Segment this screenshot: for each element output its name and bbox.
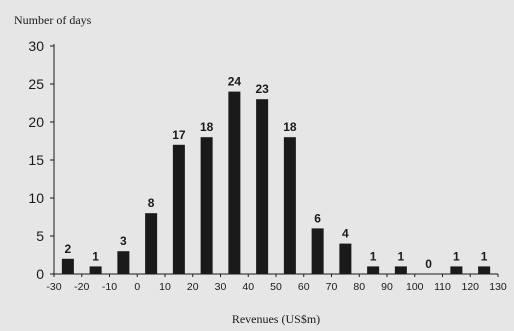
bar xyxy=(89,266,102,274)
x-tick-label: 130 xyxy=(489,281,507,293)
bar xyxy=(145,213,158,274)
y-tick-label: 30 xyxy=(28,38,44,54)
x-tick-labels: -30 -20 -10 0 10 20 30 40 50 60 70 80 90 100 110 120 130 xyxy=(46,274,507,293)
y-tick-labels: 0 5 10 15 20 25 30 xyxy=(28,38,54,282)
bar xyxy=(367,266,380,274)
x-tick-label: 80 xyxy=(353,281,365,293)
y-tick-label: 20 xyxy=(28,114,44,130)
x-tick-label: 0 xyxy=(134,281,140,293)
x-tick-label: 30 xyxy=(215,281,227,293)
bar xyxy=(228,91,241,274)
x-tick-label: -20 xyxy=(74,281,89,293)
y-tick-label: 5 xyxy=(36,228,44,244)
bar-value-label: 0 xyxy=(425,257,432,271)
bar-value-label: 1 xyxy=(370,249,377,263)
bar xyxy=(394,266,407,274)
bar xyxy=(283,137,296,274)
bar-value-label: 18 xyxy=(283,120,297,134)
bars xyxy=(61,91,491,274)
bar-value-label: 6 xyxy=(314,211,321,225)
x-tick-label: 10 xyxy=(159,281,171,293)
x-tick-label: 70 xyxy=(326,281,338,293)
x-tick-label: -10 xyxy=(102,281,117,293)
data-labels: 2 1 3 8 17 18 24 23 18 6 4 1 1 0 1 1 xyxy=(65,75,488,271)
x-tick-label: 120 xyxy=(461,281,479,293)
bar xyxy=(256,99,269,274)
x-axis-label: Revenues (US$m) xyxy=(232,312,320,326)
x-tick-label: 40 xyxy=(242,281,254,293)
y-tick-label: 25 xyxy=(28,76,44,92)
x-tick-label: 50 xyxy=(270,281,282,293)
y-tick-label: 0 xyxy=(36,266,44,282)
bar xyxy=(117,251,130,274)
bar-value-label: 18 xyxy=(200,120,214,134)
bar xyxy=(311,228,324,274)
y-tick-label: 10 xyxy=(28,190,44,206)
bar-value-label: 1 xyxy=(398,249,405,263)
x-tick-label: 100 xyxy=(406,281,424,293)
bar-value-label: 1 xyxy=(92,249,99,263)
bar-value-label: 23 xyxy=(255,82,269,96)
bar-value-label: 17 xyxy=(172,128,186,142)
x-tick-label: -30 xyxy=(46,281,61,293)
bar xyxy=(200,137,213,274)
bar-value-label: 4 xyxy=(342,227,349,241)
x-tick-label: 90 xyxy=(381,281,393,293)
x-tick-label: 20 xyxy=(187,281,199,293)
bar-value-label: 3 xyxy=(120,234,127,248)
bar-value-label: 24 xyxy=(228,75,242,89)
bar xyxy=(478,266,491,274)
bar xyxy=(339,243,352,274)
bar xyxy=(172,144,185,274)
y-axis-label: Number of days xyxy=(14,13,92,27)
bar xyxy=(61,258,74,274)
x-tick-label: 60 xyxy=(298,281,310,293)
y-tick-label: 15 xyxy=(28,152,44,168)
x-tick-label: 110 xyxy=(434,281,451,293)
bar-value-label: 1 xyxy=(481,249,488,263)
bar-value-label: 8 xyxy=(148,196,155,210)
bar-value-label: 2 xyxy=(65,242,72,256)
bar xyxy=(450,266,463,274)
bar-value-label: 1 xyxy=(453,249,460,263)
